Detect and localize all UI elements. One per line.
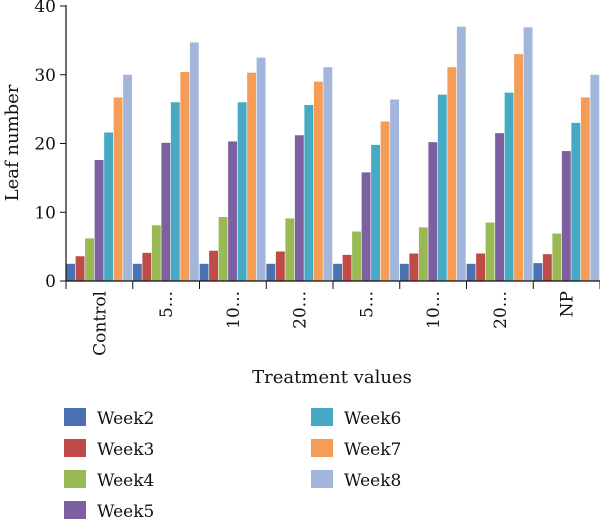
bar-week3-1 bbox=[142, 252, 152, 281]
x-tick-label-4: 5... bbox=[357, 291, 377, 318]
x-axis-label: Treatment values bbox=[252, 367, 412, 388]
bar-week3-7 bbox=[542, 254, 552, 281]
bar-week3-4 bbox=[342, 254, 352, 282]
legend-label-week8: Week8 bbox=[344, 471, 401, 491]
bar-week2-3 bbox=[266, 263, 276, 281]
y-tick-label-20: 20 bbox=[34, 135, 56, 155]
bar-week6-3 bbox=[304, 105, 314, 281]
bar-week3-3 bbox=[275, 251, 285, 281]
bar-week7-6 bbox=[514, 54, 524, 282]
legend-label-week5: Week5 bbox=[97, 502, 154, 520]
x-tick-label-3: 20... bbox=[291, 291, 311, 329]
y-axis-label: Leaf number bbox=[2, 84, 23, 201]
bar-week2-4 bbox=[333, 263, 343, 281]
bar-week3-0 bbox=[75, 256, 85, 281]
bar-week5-6 bbox=[495, 133, 505, 281]
legend-label-week4: Week4 bbox=[97, 471, 154, 491]
bar-week4-0 bbox=[85, 238, 95, 282]
x-tick-label-0: Control bbox=[90, 291, 110, 356]
axes: 0 10 20 30 40 Control 5... 10... 20... 5... 10... 2… bbox=[34, 0, 600, 356]
y-tick-label-40: 40 bbox=[34, 0, 56, 17]
bar-week4-2 bbox=[218, 217, 228, 281]
bar-week5-2 bbox=[228, 141, 238, 281]
bar-week6-5 bbox=[437, 94, 447, 281]
legend-swatch-week5 bbox=[64, 501, 86, 519]
y-tick-label-10: 10 bbox=[34, 203, 56, 223]
plot-area bbox=[66, 26, 600, 282]
legend-label-week7: Week7 bbox=[344, 440, 401, 460]
legend-swatch-week4 bbox=[64, 470, 86, 488]
bar-week2-6 bbox=[466, 263, 476, 281]
legend-swatch-week8 bbox=[311, 470, 333, 488]
y-tick-label-0: 0 bbox=[45, 272, 56, 292]
legend-swatch-week6 bbox=[311, 408, 333, 426]
bar-week5-0 bbox=[94, 160, 104, 281]
bar-week4-3 bbox=[285, 218, 295, 281]
bar-week2-5 bbox=[399, 263, 409, 281]
bar-week7-1 bbox=[180, 72, 190, 281]
bar-week3-6 bbox=[476, 253, 486, 281]
legend-swatch-week2 bbox=[64, 408, 86, 426]
bar-week7-0 bbox=[113, 97, 123, 281]
bar-week4-7 bbox=[552, 233, 562, 281]
bar-week2-1 bbox=[132, 263, 142, 281]
bar-week6-1 bbox=[170, 102, 180, 281]
bar-week6-2 bbox=[237, 102, 247, 281]
legend-label-week3: Week3 bbox=[97, 440, 154, 460]
bar-week6-0 bbox=[104, 132, 114, 281]
legend: Week2 Week3 Week4 Week5 Week6 Week7 Week8 bbox=[64, 408, 401, 522]
bar-week8-3 bbox=[323, 67, 333, 281]
bar-week5-1 bbox=[161, 142, 171, 281]
bar-week2-0 bbox=[66, 263, 76, 281]
bar-week8-6 bbox=[523, 27, 533, 282]
bar-week3-2 bbox=[209, 250, 219, 281]
bar-week2-2 bbox=[199, 263, 209, 281]
bar-week8-0 bbox=[123, 74, 133, 281]
bar-week7-7 bbox=[580, 97, 590, 281]
bar-week5-4 bbox=[361, 172, 371, 282]
legend-swatch-week7 bbox=[311, 439, 333, 457]
bar-week7-2 bbox=[247, 72, 257, 281]
bar-week8-1 bbox=[189, 42, 199, 281]
x-tick-label-7: NP bbox=[558, 291, 578, 317]
x-tick-label-5: 10... bbox=[424, 291, 444, 329]
bar-week7-3 bbox=[313, 81, 323, 282]
bar-week8-4 bbox=[390, 99, 400, 281]
bar-week6-6 bbox=[504, 92, 514, 281]
x-tick-label-2: 10... bbox=[224, 291, 244, 329]
bar-week4-1 bbox=[151, 225, 161, 281]
x-tick-label-6: 20... bbox=[491, 291, 511, 329]
bar-week8-7 bbox=[590, 74, 600, 281]
bar-week3-5 bbox=[409, 253, 419, 281]
legend-label-week6: Week6 bbox=[344, 409, 401, 429]
bar-week4-6 bbox=[485, 222, 495, 281]
bar-week2-7 bbox=[533, 263, 543, 282]
bar-week7-5 bbox=[447, 67, 457, 281]
bar-week8-5 bbox=[456, 26, 466, 282]
bar-week5-5 bbox=[428, 142, 438, 282]
bar-week6-7 bbox=[571, 122, 581, 282]
legend-swatch-week3 bbox=[64, 439, 86, 457]
legend-label-week2: Week2 bbox=[97, 409, 154, 429]
bar-week4-4 bbox=[352, 231, 362, 281]
bar-week7-4 bbox=[380, 121, 390, 281]
bar-week6-4 bbox=[371, 144, 381, 282]
bar-week8-2 bbox=[256, 57, 266, 282]
x-tick-label-1: 5... bbox=[157, 291, 177, 318]
bar-week4-5 bbox=[418, 227, 428, 282]
bar-week5-3 bbox=[294, 135, 304, 281]
y-tick-label-30: 30 bbox=[34, 66, 56, 86]
bar-week5-7 bbox=[561, 151, 571, 281]
